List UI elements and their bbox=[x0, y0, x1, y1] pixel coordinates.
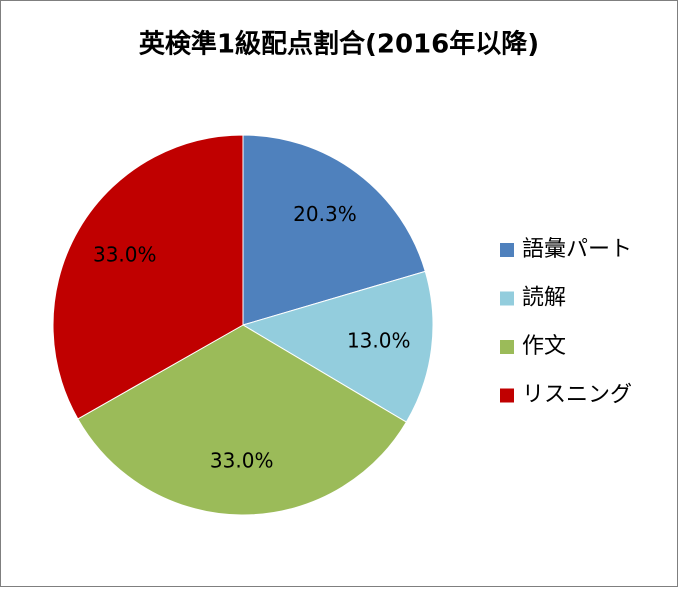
legend-swatch bbox=[500, 291, 514, 306]
legend-label: 作文 bbox=[522, 334, 566, 359]
legend-swatch bbox=[500, 243, 514, 257]
pie-slice bbox=[241, 270, 434, 423]
chart-title: 英検準1級配点割合(2016年以降) bbox=[139, 29, 539, 60]
legend-swatch bbox=[500, 388, 514, 403]
data-label: 33.0% bbox=[210, 448, 274, 472]
legend-swatch bbox=[500, 340, 514, 354]
legend-label: 読解 bbox=[522, 286, 566, 311]
legend-label: 語彙パート bbox=[522, 237, 632, 262]
pie-slice bbox=[52, 134, 244, 420]
pie-slice bbox=[242, 134, 426, 326]
legend-label: リスニング bbox=[522, 383, 632, 408]
data-label: 20.3% bbox=[293, 202, 357, 226]
data-label: 13.0% bbox=[347, 329, 411, 353]
data-label: 33.0% bbox=[93, 243, 157, 267]
